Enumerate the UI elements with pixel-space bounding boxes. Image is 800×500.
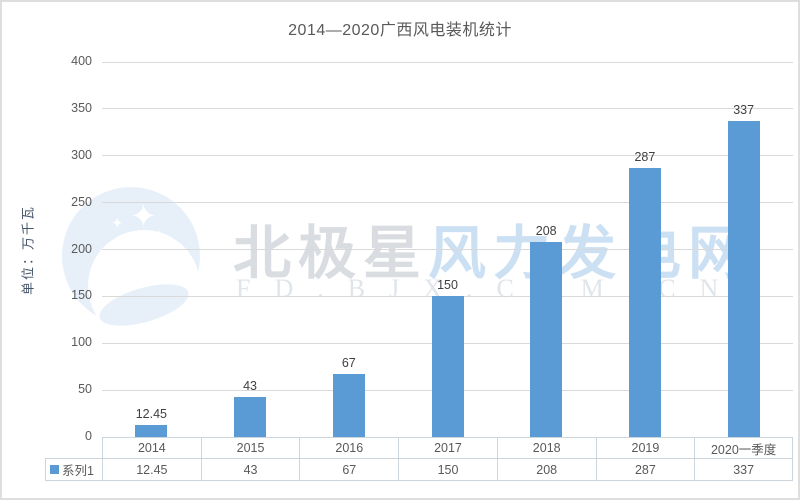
y-tick-label: 300	[71, 147, 92, 162]
bar-value-label: 287	[634, 149, 656, 164]
bar-2020一季度	[727, 121, 760, 437]
value-cell: 287	[595, 458, 695, 481]
gridline	[102, 249, 793, 250]
gridline	[102, 61, 793, 63]
value-cell: 12.45	[102, 458, 201, 481]
category-cell: 2015	[200, 437, 300, 458]
gridline	[102, 108, 793, 110]
bar-2014	[135, 425, 168, 437]
bar-2018	[530, 242, 563, 437]
gridline	[102, 155, 793, 157]
value-cell: 43	[200, 458, 300, 481]
category-cell: 2018	[496, 437, 596, 458]
y-tick-label: 350	[71, 100, 92, 115]
y-tick-label: 0	[85, 429, 92, 443]
data-table-value-row: 系列1 12.45 43 67 150 208 287 337	[45, 458, 793, 481]
bar-value-label: 337	[733, 103, 755, 118]
bar-value-label: 43	[243, 378, 258, 393]
value-cell: 208	[496, 458, 596, 481]
value-cell: 67	[299, 458, 399, 481]
y-tick-label: 50	[78, 382, 92, 397]
category-cell: 2016	[299, 437, 399, 458]
data-table-category-row: 2014 2015 2016 2017 2018 2019 2020一季度	[102, 437, 793, 458]
value-cell: 337	[694, 458, 793, 481]
category-cell: 2020一季度	[694, 437, 793, 458]
legend-label: 系列1	[62, 464, 94, 478]
y-tick-label: 150	[71, 288, 92, 303]
gridline	[102, 202, 793, 204]
bar-2015	[234, 396, 267, 437]
y-tick-label: 100	[71, 335, 92, 350]
y-tick-label: 250	[71, 194, 92, 209]
y-tick-label: 400	[71, 54, 92, 68]
bar-value-label: 67	[341, 356, 356, 371]
value-cell: 150	[398, 458, 497, 481]
bar-2019	[628, 167, 661, 437]
y-tick-label: 200	[71, 241, 92, 256]
category-cell: 2014	[102, 437, 201, 458]
bar-2016	[332, 374, 365, 437]
legend-marker-icon	[50, 465, 59, 474]
bar-2017	[431, 296, 464, 437]
bar-value-label: 12.45	[135, 407, 167, 422]
category-cell: 2017	[398, 437, 497, 458]
chart-title: 2014—2020广西风电装机统计	[288, 22, 512, 39]
bar-value-label: 150	[437, 278, 458, 293]
bar-value-label: 208	[535, 224, 557, 238]
legend-series: 系列1	[45, 458, 102, 481]
category-cell: 2019	[595, 437, 695, 458]
